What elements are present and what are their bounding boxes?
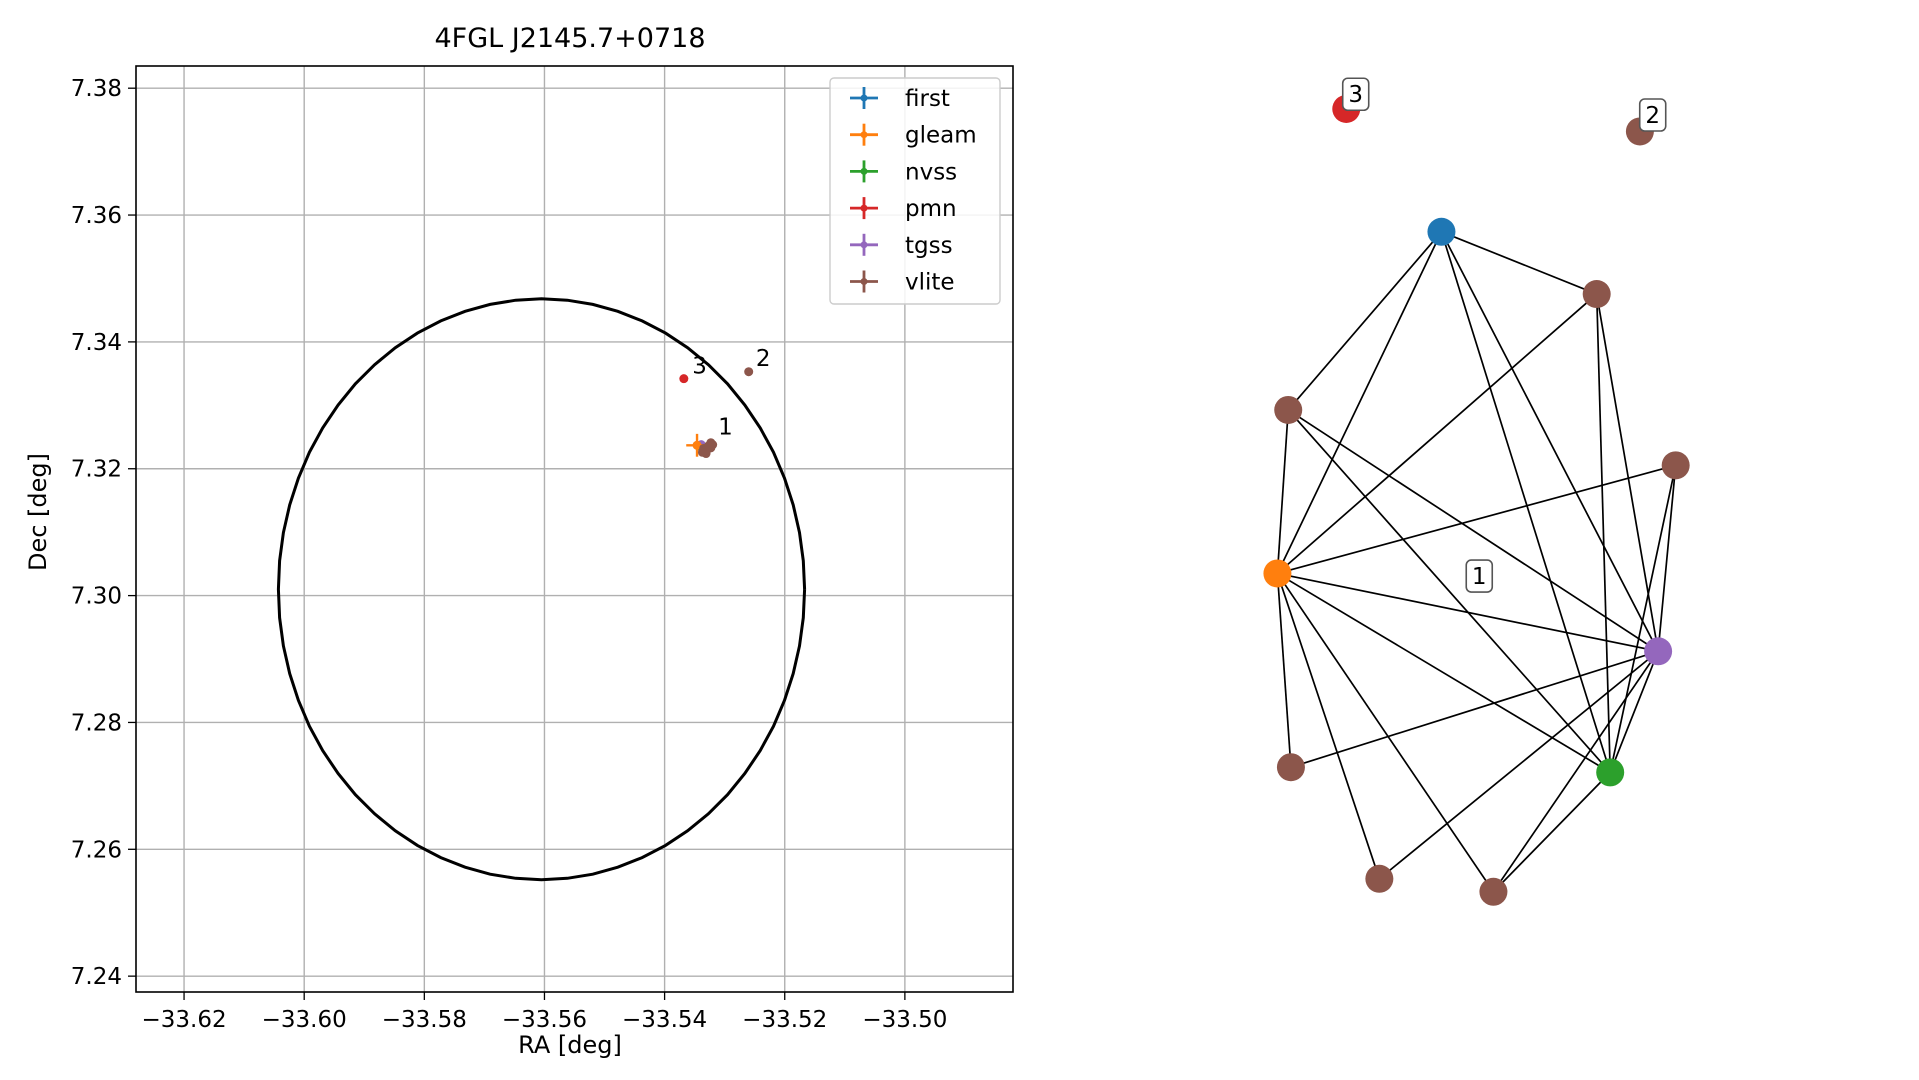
graph-edge — [1277, 572, 1659, 653]
annotation-label: 2 — [756, 346, 771, 372]
graph-labels: 1 2 3 — [1341, 77, 1667, 593]
cluster-annotations: 1 2 3 — [692, 346, 770, 440]
legend-marker-dot — [860, 167, 868, 175]
x-axis-label: RA [deg] — [518, 1031, 622, 1059]
graph-node-vlite — [1479, 877, 1508, 906]
source-markers — [679, 367, 754, 459]
annotation-label: 3 — [692, 354, 707, 380]
y-tick-label: 7.32 — [71, 457, 122, 483]
x-tick-label: −33.58 — [382, 1007, 467, 1033]
legend-label-gleam: gleam — [905, 123, 977, 149]
axes: −33.62 −33.60 −33.58 −33.56 −33.54 −33.52 −33.… — [71, 65, 1014, 1033]
legend-marker-dot — [860, 278, 868, 285]
graph-edge — [1441, 230, 1598, 295]
graph-edge — [1440, 231, 1659, 652]
y-tick-label: 7.28 — [71, 710, 122, 736]
graph-edge — [1440, 231, 1612, 773]
graph-edge — [1276, 293, 1598, 575]
vlite-marker — [744, 367, 754, 377]
graph-edge — [1276, 572, 1611, 774]
annotation-label: 1 — [718, 414, 733, 440]
x-tick-label: −33.60 — [262, 1007, 347, 1033]
graph-node-nvss — [1596, 758, 1625, 787]
x-tick-label: −33.52 — [742, 1007, 827, 1033]
legend-label-nvss: nvss — [905, 159, 957, 185]
graph-edge — [1276, 573, 1381, 880]
graph-edge — [1287, 409, 1659, 653]
graph-edge — [1492, 771, 1611, 893]
graph-label-box — [1638, 98, 1667, 132]
graph-label-box — [1465, 559, 1494, 593]
x-tick-label: −33.56 — [502, 1007, 587, 1033]
graph-node-first — [1427, 217, 1456, 246]
x-tick-label: −33.62 — [141, 1007, 226, 1033]
graph-edge — [1276, 572, 1495, 893]
legend-marker-dot — [860, 94, 868, 102]
uncertainty-ellipse-path — [276, 297, 807, 882]
legend-label-pmn: pmn — [905, 196, 957, 222]
plot-frame — [135, 65, 1014, 993]
graph-node-vlite — [1661, 451, 1690, 480]
graph-edge — [1287, 231, 1443, 411]
y-tick-label: 7.36 — [71, 203, 122, 229]
graph-label-box — [1341, 77, 1370, 112]
y-tick-label: 7.26 — [71, 837, 122, 863]
graph-edge — [1657, 465, 1677, 652]
graph-label: 2 — [1645, 103, 1660, 129]
graph-edge — [1378, 650, 1659, 880]
legend-label-tgss: tgss — [905, 233, 953, 259]
x-tick-label: −33.54 — [622, 1007, 707, 1033]
x-tick-label: −33.50 — [862, 1007, 947, 1033]
pmn-marker — [679, 374, 689, 384]
graph-edge — [1290, 650, 1659, 769]
vlite-marker — [697, 447, 707, 457]
legend-label-vlite: vlite — [905, 270, 955, 296]
graph-edge — [1276, 231, 1443, 574]
graph-node-vlite — [1274, 395, 1303, 424]
graph-edge — [1277, 464, 1676, 575]
network-graph: 1 2 3 — [1263, 77, 1690, 906]
y-tick-label: 7.30 — [71, 584, 122, 610]
y-axis-label: Dec [deg] — [24, 453, 52, 571]
sky-plot: 1 2 3 −33.62 −33.60 −33.58 −33.56 −33.54 −33.52… — [24, 23, 1014, 1059]
graph-label: 3 — [1348, 82, 1363, 108]
graph-edge — [1609, 650, 1659, 773]
graph-edges — [1276, 230, 1677, 893]
graph-edge — [1609, 465, 1677, 773]
legend-marker-dot — [860, 204, 868, 212]
legend: first gleam nvss pmn tgss vlite — [829, 77, 1001, 305]
legend-marker-dot — [860, 241, 868, 249]
chart-title: 4FGL J2145.7+0718 — [434, 23, 705, 54]
y-tick-label: 7.24 — [71, 964, 122, 990]
graph-edge — [1276, 573, 1292, 768]
legend-label-first: first — [905, 86, 950, 112]
y-tick-label: 7.38 — [71, 76, 122, 102]
graph-edge — [1492, 650, 1659, 893]
graph-node-gleam — [1263, 559, 1292, 588]
graph-nodes — [1263, 94, 1690, 906]
graph-node-vlite — [1276, 753, 1305, 782]
graph-node-vlite — [1582, 280, 1611, 309]
legend-marker-dot — [860, 131, 868, 139]
graph-node-vlite — [1365, 864, 1394, 893]
y-tick-label: 7.34 — [71, 330, 122, 356]
graph-edge — [1287, 409, 1611, 773]
graph-label: 1 — [1472, 564, 1487, 590]
graph-edge — [1276, 409, 1290, 574]
vlite-marker — [708, 440, 718, 450]
uncertainty-ellipse — [276, 297, 807, 882]
graph-node-tgss — [1644, 637, 1673, 666]
